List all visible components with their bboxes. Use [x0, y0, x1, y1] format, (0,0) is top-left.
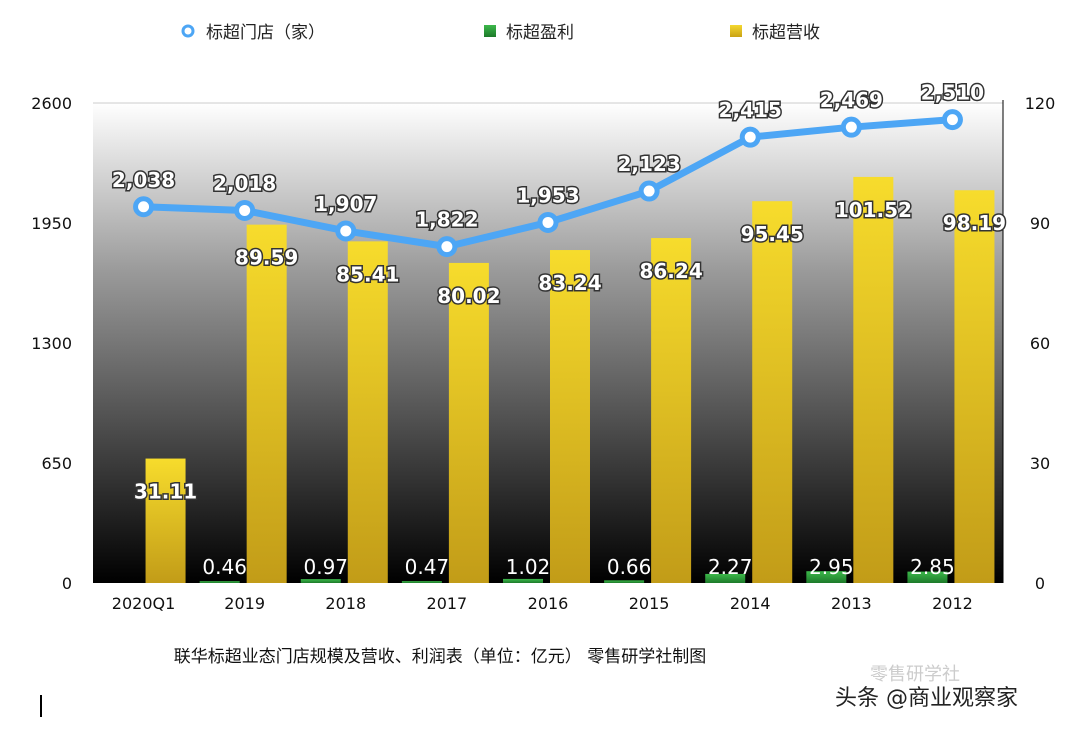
revenue-data-label: 98.19 [943, 211, 1006, 235]
stores-data-label: 2,018 [213, 171, 276, 195]
legend-label: 标超营收 [752, 23, 820, 43]
stores-point [537, 211, 559, 233]
revenue-bar [954, 190, 995, 584]
profit-bar [199, 581, 240, 583]
right-tick-label: 120 [1025, 94, 1056, 113]
legend-label: 标超盈利 [506, 23, 574, 43]
profit-data-label: 0.46 [202, 555, 247, 579]
stores-data-label: 2,123 [617, 152, 680, 176]
stores-data-label: 1,907 [314, 192, 377, 216]
revenue-bar [246, 224, 287, 583]
revenue-bar [145, 458, 186, 583]
x-tick-label: 2016 [528, 594, 569, 613]
x-tick-label: 2015 [629, 594, 670, 613]
profit-bar [907, 571, 948, 583]
stores-data-label: 2,038 [112, 168, 175, 192]
left-tick-label: 1300 [31, 334, 72, 353]
stores-point [234, 199, 256, 221]
revenue-data-label: 31.11 [134, 480, 197, 504]
stores-point [436, 236, 458, 258]
square-swatch-icon [484, 24, 496, 37]
x-tick-label: 2013 [831, 594, 872, 613]
legend-label: 标超门店（家） [206, 23, 325, 43]
revenue-data-label: 85.41 [336, 262, 399, 286]
profit-data-label: 0.47 [405, 555, 450, 579]
stores-point [941, 109, 963, 131]
stores-data-label: 2,510 [921, 81, 984, 105]
right-tick-label: 90 [1030, 214, 1050, 233]
profit-bar [503, 578, 543, 583]
profit-data-label: 0.66 [607, 555, 652, 579]
legend-item-profit: 标超盈利 [484, 18, 574, 43]
profit-bar [401, 581, 442, 583]
left-tick-label: 2600 [31, 94, 72, 113]
x-tick-label: 2019 [224, 594, 265, 613]
x-tick-label: 2017 [427, 594, 468, 613]
stores-data-label: 1,822 [415, 208, 478, 232]
watermark: 头条 @商业观察家 [835, 686, 1018, 711]
stores-data-label: 2,469 [820, 88, 883, 112]
stores-point [335, 220, 357, 242]
circle-marker-icon [181, 24, 195, 37]
x-tick-label: 2018 [325, 594, 366, 613]
x-tick-label: 2020Q1 [112, 594, 176, 613]
revenue-bar [651, 238, 692, 584]
revenue-data-label: 83.24 [538, 271, 601, 295]
profit-bar [705, 573, 746, 583]
right-tick-label: 30 [1030, 454, 1050, 473]
text-cursor [40, 695, 42, 717]
stores-point [638, 180, 660, 202]
stores-data-label: 2,415 [719, 98, 782, 122]
square-swatch-icon [730, 24, 742, 37]
profit-data-label: 2.85 [910, 555, 955, 579]
right-tick-label: 0 [1035, 574, 1045, 593]
profit-bar [806, 571, 847, 583]
stores-point [739, 126, 761, 148]
revenue-bar [448, 262, 489, 583]
chart: 0 650 1300 1950 2600 0 30 60 90 120 2020Q1 2019 2018… [31, 79, 1056, 613]
revenue-data-label: 101.52 [835, 198, 912, 222]
profit-data-label: 2.95 [809, 555, 854, 579]
revenue-bar [550, 250, 590, 584]
watermark-faint: 零售研学社 [870, 664, 960, 685]
revenue-data-label: 80.02 [437, 284, 500, 308]
x-tick-label: 2012 [932, 594, 973, 613]
revenue-bar [853, 176, 894, 584]
legend: 标超门店（家） 标超盈利 标超营收 [0, 18, 1080, 43]
legend-item-stores: 标超门店（家） [180, 18, 325, 43]
chart-caption: 联华标超业态门店规模及营收、利润表（单位：亿元） 零售研学社制图 [173, 647, 707, 667]
stores-point [133, 196, 155, 218]
stores-data-label: 1,953 [516, 183, 579, 207]
profit-bar [604, 580, 645, 583]
revenue-data-label: 89.59 [235, 246, 298, 270]
legend-item-revenue: 标超营收 [730, 18, 820, 43]
profit-data-label: 2.27 [708, 555, 753, 579]
right-tick-label: 60 [1030, 334, 1050, 353]
x-tick-label: 2014 [730, 594, 771, 613]
left-tick-label: 0 [62, 574, 72, 593]
revenue-data-label: 86.24 [639, 259, 702, 283]
revenue-bar [347, 241, 388, 584]
profit-data-label: 0.97 [304, 555, 349, 579]
revenue-bar [752, 201, 793, 583]
profit-data-label: 1.02 [506, 555, 551, 579]
left-tick-label: 650 [41, 454, 72, 473]
profit-bar [300, 579, 341, 583]
revenue-data-label: 95.45 [741, 222, 804, 246]
plot-area [93, 103, 1003, 583]
stores-point [840, 116, 862, 138]
left-tick-label: 1950 [31, 214, 72, 233]
